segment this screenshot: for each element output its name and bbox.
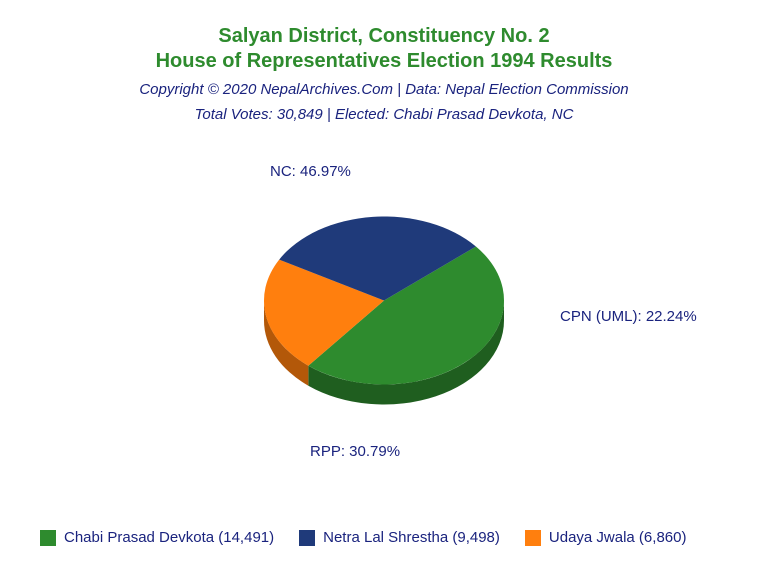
legend-text-0: Chabi Prasad Devkota (14,491) [64,529,274,546]
summary-text: Total Votes: 30,849 | Elected: Chabi Pra… [20,106,748,123]
legend-item-1: Netra Lal Shrestha (9,498) [299,529,500,546]
copyright-text: Copyright © 2020 NepalArchives.Com | Dat… [20,81,748,98]
slice-label-cpn: CPN (UML): 22.24% [560,308,697,325]
legend-text-1: Netra Lal Shrestha (9,498) [323,529,500,546]
legend-swatch-2 [525,530,541,546]
legend-item-2: Udaya Jwala (6,860) [525,529,687,546]
slice-label-rpp: RPP: 30.79% [310,443,400,460]
chart-title-line1: Salyan District, Constituency No. 2 [20,25,748,48]
slice-label-nc: NC: 46.97% [270,163,351,180]
legend-swatch-1 [299,530,315,546]
legend-swatch-0 [40,530,56,546]
chart-container: Salyan District, Constituency No. 2 Hous… [0,0,768,576]
legend: Chabi Prasad Devkota (14,491) Netra Lal … [40,529,686,546]
legend-text-2: Udaya Jwala (6,860) [549,529,687,546]
pie-chart [234,181,534,426]
pie-chart-area: NC: 46.97% CPN (UML): 22.24% RPP: 30.79% [20,133,748,473]
legend-item-0: Chabi Prasad Devkota (14,491) [40,529,274,546]
chart-title-line2: House of Representatives Election 1994 R… [20,50,748,73]
